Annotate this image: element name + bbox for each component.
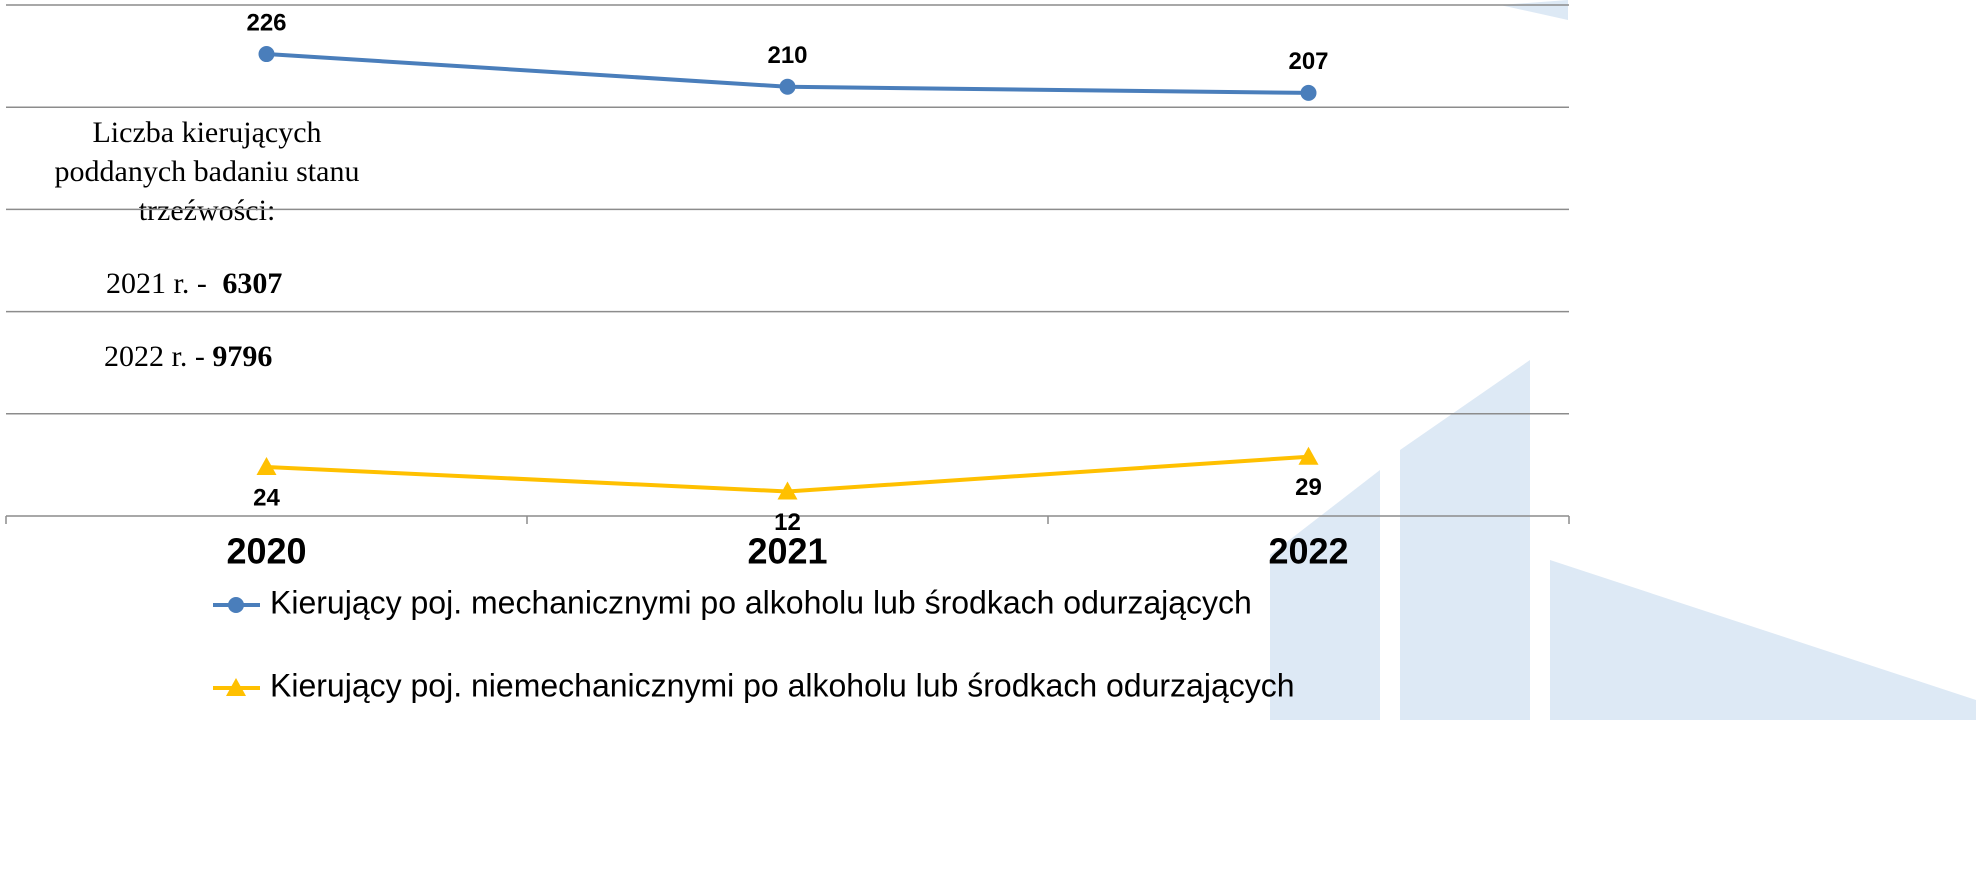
data-label: 226 bbox=[246, 9, 286, 36]
point bbox=[226, 678, 246, 696]
annotation-value: 9796 bbox=[212, 340, 272, 373]
point bbox=[1300, 84, 1317, 101]
annotation-line: trzeźwości: bbox=[139, 194, 276, 227]
point bbox=[1298, 446, 1319, 465]
x-tick-label: 2022 bbox=[1268, 531, 1348, 572]
watermark bbox=[1270, 0, 1976, 720]
point bbox=[228, 597, 244, 613]
annotation-item: 2021 r. - 6307 bbox=[106, 267, 282, 300]
x-tick-label: 2021 bbox=[747, 531, 827, 572]
data-label: 29 bbox=[1295, 474, 1322, 501]
annotation-label: 2022 r. - bbox=[104, 340, 212, 373]
data-label: 12 bbox=[774, 509, 801, 536]
annotation-item: 2022 r. - 9796 bbox=[104, 340, 272, 373]
data-label: 210 bbox=[767, 42, 807, 69]
x-tick-label: 2020 bbox=[226, 531, 306, 572]
annotation-line: Liczba kierujących bbox=[92, 116, 321, 149]
data-label: 24 bbox=[253, 484, 280, 511]
point bbox=[779, 78, 796, 95]
annotation-label: 2021 r. - bbox=[106, 267, 214, 300]
legend-label: Kierujący poj. niemechanicznymi po alkoh… bbox=[270, 667, 1295, 703]
point bbox=[258, 46, 275, 63]
annotation-line: poddanych badaniu stanu bbox=[55, 155, 360, 188]
data-label: 207 bbox=[1288, 48, 1328, 75]
annotation-value: 6307 bbox=[222, 267, 282, 300]
legend-label: Kierujący poj. mechanicznymi po alkoholu… bbox=[270, 584, 1252, 620]
point bbox=[777, 481, 798, 500]
point bbox=[256, 456, 277, 475]
